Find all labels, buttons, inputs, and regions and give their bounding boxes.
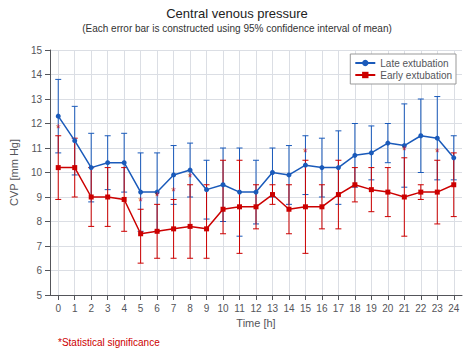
svg-text:*: * xyxy=(188,171,193,185)
svg-text:2: 2 xyxy=(88,303,94,314)
svg-text:*: * xyxy=(171,185,176,199)
svg-text:13: 13 xyxy=(267,303,279,314)
svg-text:4: 4 xyxy=(121,303,127,314)
svg-text:5: 5 xyxy=(138,303,144,314)
svg-text:14: 14 xyxy=(283,303,295,314)
svg-text:*: * xyxy=(155,190,160,204)
svg-text:6: 6 xyxy=(36,265,42,276)
svg-text:23: 23 xyxy=(432,303,444,314)
svg-text:9: 9 xyxy=(36,192,42,203)
svg-text:8: 8 xyxy=(187,303,193,314)
svg-text:*: * xyxy=(303,146,308,160)
svg-text:*: * xyxy=(138,195,143,209)
svg-text:Time [h]: Time [h] xyxy=(236,317,275,329)
svg-text:8: 8 xyxy=(36,216,42,227)
svg-text:Central venous pressure: Central venous pressure xyxy=(166,6,308,21)
svg-text:(Each error bar is constructed: (Each error bar is constructed using 95%… xyxy=(82,23,392,34)
svg-text:15: 15 xyxy=(31,45,43,56)
svg-text:6: 6 xyxy=(154,303,160,314)
svg-text:3: 3 xyxy=(105,303,111,314)
svg-text:10: 10 xyxy=(217,303,229,314)
svg-text:7: 7 xyxy=(171,303,177,314)
svg-text:22: 22 xyxy=(415,303,427,314)
svg-text:*: * xyxy=(56,122,61,136)
svg-text:24: 24 xyxy=(448,303,460,314)
svg-text:*Statistical significance: *Statistical significance xyxy=(58,337,160,348)
svg-text:11: 11 xyxy=(234,303,245,314)
svg-text:9: 9 xyxy=(204,303,210,314)
svg-text:Late extubation: Late extubation xyxy=(380,58,448,69)
svg-text:*: * xyxy=(402,144,407,158)
svg-text:7: 7 xyxy=(36,241,42,252)
svg-text:11: 11 xyxy=(32,143,43,154)
svg-text:13: 13 xyxy=(31,94,43,105)
svg-text:14: 14 xyxy=(31,69,43,80)
svg-text:12: 12 xyxy=(31,118,43,129)
svg-text:Early extubation: Early extubation xyxy=(380,70,452,81)
svg-text:17: 17 xyxy=(333,303,345,314)
svg-text:15: 15 xyxy=(300,303,312,314)
svg-text:0: 0 xyxy=(55,303,61,314)
svg-text:1: 1 xyxy=(72,303,78,314)
svg-text:*: * xyxy=(435,146,440,160)
svg-text:CVP [mm Hg]: CVP [mm Hg] xyxy=(8,139,20,206)
svg-text:18: 18 xyxy=(349,303,361,314)
svg-text:12: 12 xyxy=(250,303,262,314)
svg-text:5: 5 xyxy=(36,290,42,301)
svg-text:21: 21 xyxy=(399,303,411,314)
svg-text:20: 20 xyxy=(382,303,394,314)
svg-text:10: 10 xyxy=(31,167,43,178)
svg-text:19: 19 xyxy=(366,303,378,314)
svg-text:16: 16 xyxy=(316,303,328,314)
